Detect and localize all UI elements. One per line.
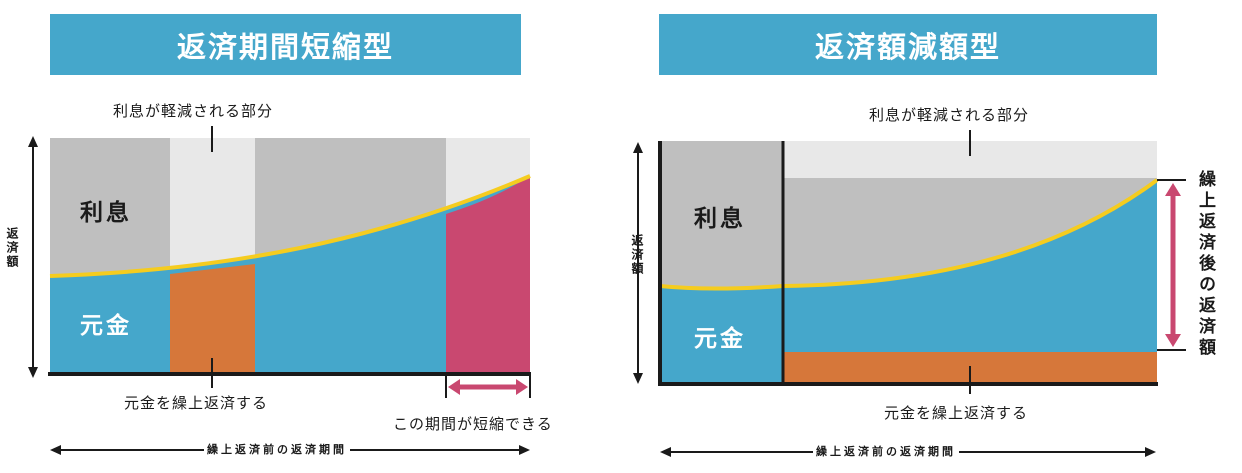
right-y-axis-label: 返済額 — [630, 234, 644, 276]
right-title-banner: 返済額減額型 — [659, 14, 1157, 75]
right-y-arrow-head-top — [633, 142, 643, 153]
left-y-axis-label: 返済額 — [5, 227, 19, 269]
right-after-arrow-head-top — [1165, 183, 1181, 196]
right-boundary-curve — [782, 178, 1159, 288]
left-shorten-label: この期間が短縮できる — [393, 415, 553, 433]
left-shortened-period — [446, 176, 530, 374]
right-after-arrow-head-bottom — [1165, 334, 1181, 347]
right-interest-label: 利息 — [694, 206, 746, 232]
left-period-arrow-head-left — [50, 445, 61, 455]
right-pre-curve — [659, 284, 784, 291]
left-title: 返済期間短縮型 — [176, 29, 394, 64]
left-prepaid-principal — [170, 264, 255, 374]
right-title: 返済額減額型 — [814, 29, 1001, 64]
left-shorten-arrow-head-right — [516, 379, 528, 395]
left-title-banner: 返済期間短縮型 — [50, 14, 521, 75]
left-period-arrow-head-right — [519, 445, 530, 455]
left-diagram — [28, 126, 531, 455]
right-panel: 返済額減額型 利息が軽減される部分 利息 元金 — [620, 0, 1242, 473]
right-principal-label: 元金 — [694, 326, 746, 352]
right-x-axis-label: 繰上返済前の返済期間 — [813, 446, 959, 457]
right-period-arrow-head-left — [660, 447, 671, 457]
left-interest-label: 利息 — [80, 200, 132, 226]
left-x-axis-label: 繰上返済前の返済期間 — [204, 444, 350, 455]
left-principal-label: 元金 — [80, 313, 132, 339]
right-period-arrow-head-right — [1145, 447, 1156, 457]
right-y-arrow-head-bottom — [633, 373, 643, 384]
left-reduced-interest-label: 利息が軽減される部分 — [113, 102, 274, 120]
right-diagram — [633, 130, 1186, 457]
left-y-arrow-head-bottom — [28, 367, 38, 378]
left-boundary-curve — [49, 174, 531, 278]
left-shorten-arrow-head-left — [448, 379, 460, 395]
left-panel: 返済期間短縮型 利息が軽 — [0, 0, 620, 473]
right-after-payment-label: 繰上返済後の返済額 — [1195, 170, 1215, 359]
left-y-arrow-head-top — [28, 136, 38, 147]
right-pre-principal-area — [660, 286, 783, 384]
right-prepay-label: 元金を繰上返済する — [884, 404, 1029, 422]
right-reduced-interest-label: 利息が軽減される部分 — [869, 106, 1030, 124]
left-prepay-label: 元金を繰上返済する — [124, 394, 269, 412]
